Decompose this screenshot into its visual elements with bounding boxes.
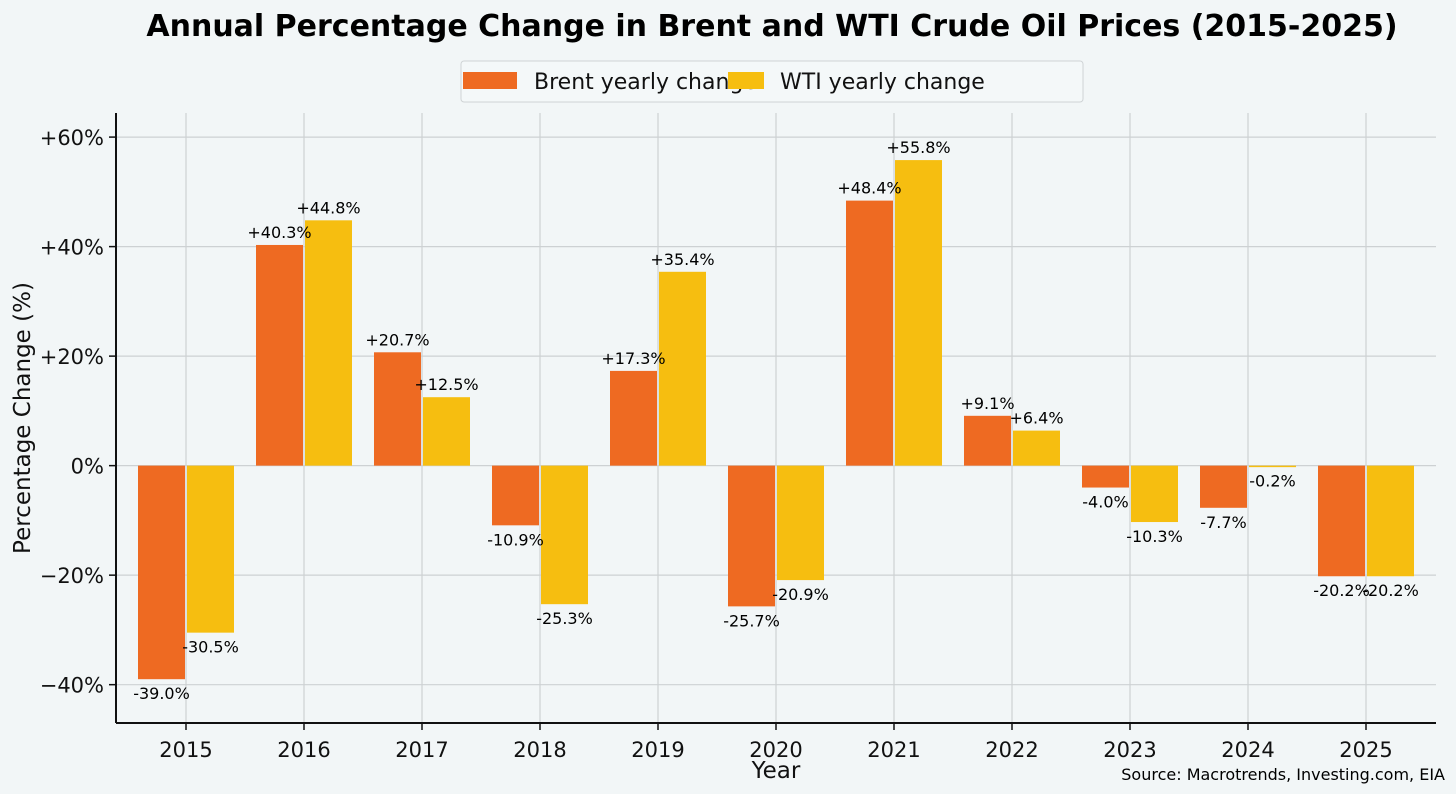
label-brent-2022: +9.1% [960,394,1014,413]
x-tick-label: 2015 [159,738,212,762]
x-tick-label: 2017 [395,738,448,762]
bar-brent-2016 [256,244,303,466]
legend-label-brent: Brent yearly change [534,70,757,95]
bar-brent-2017 [374,352,421,466]
bar-wti-2018 [541,465,588,605]
x-tick-label: 2019 [631,738,684,762]
bar-wti-2017 [423,397,470,466]
bar-brent-2018 [492,465,539,526]
label-wti-2022: +6.4% [1009,409,1063,428]
x-axis-label: Year [751,758,801,784]
bar-wti-2015 [187,465,234,633]
x-tick-label: 2024 [1221,738,1274,762]
label-wti-2018: -25.3% [536,609,593,628]
bar-wti-2022 [1013,430,1060,466]
y-tick-label: +20% [40,345,104,369]
bar-wti-2025 [1367,465,1414,577]
bar-brent-2015 [138,465,185,680]
bar-brent-2025 [1318,465,1365,577]
bar-brent-2023 [1082,465,1129,488]
legend: Brent yearly change WTI yearly change [460,60,1084,103]
label-wti-2021: +55.8% [886,138,950,157]
x-tick-label: 2016 [277,738,330,762]
label-brent-2018: -10.9% [487,530,544,549]
label-wti-2025: -20.2% [1362,581,1419,600]
label-brent-2021: +48.4% [837,179,901,198]
bar-wti-2019 [659,271,706,466]
label-brent-2024: -7.7% [1200,513,1246,532]
x-tick-label: 2021 [867,738,920,762]
y-tick-label: +60% [40,126,104,150]
x-tick-label: 2018 [513,738,566,762]
label-brent-2016: +40.3% [247,223,311,242]
legend-label-wti: WTI yearly change [780,70,985,95]
label-brent-2023: -4.0% [1082,493,1128,512]
bar-brent-2022 [964,415,1011,466]
bar-brent-2020 [728,465,775,607]
axes: −40% −20% 0% +20% +40% +60% 2015 2016 2017 2018 20… [40,113,1436,762]
x-tick-label: 2025 [1339,738,1392,762]
data-labels: -39.0% +40.3% +20.7% -10.9% +17.3% -25.7% +48.… [133,138,1419,703]
bar-wti-2023 [1131,465,1178,523]
y-tick-label: −40% [40,674,104,698]
label-wti-2024: -0.2% [1249,472,1295,491]
bar-wti-2020 [777,465,824,581]
bar-wti-2016 [305,220,352,466]
bar-brent-2024 [1200,465,1247,508]
x-tick-label: 2022 [985,738,1038,762]
x-tick-label: 2020 [749,738,802,762]
label-brent-2025: -20.2% [1313,581,1370,600]
legend-swatch-brent [463,72,517,89]
label-wti-2016: +44.8% [296,198,360,217]
y-axis-label: Percentage Change (%) [10,282,36,554]
label-brent-2019: +17.3% [601,349,665,368]
x-tick-label: 2023 [1103,738,1156,762]
bar-wti-2021 [895,160,942,466]
label-wti-2019: +35.4% [650,250,714,269]
bar-brent-2019 [610,370,657,466]
label-brent-2017: +20.7% [365,330,429,349]
bar-wti-2024 [1249,465,1296,468]
legend-box [460,60,1084,103]
label-brent-2015: -39.0% [133,684,190,703]
label-wti-2017: +12.5% [414,375,478,394]
legend-swatch-wti [728,72,764,89]
y-tick-label: +40% [40,236,104,260]
label-brent-2020: -25.7% [723,611,780,630]
source-note: Source: Macrotrends, Investing.com, EIA [1121,765,1445,784]
y-tick-label: 0% [71,455,104,479]
chart-title: Annual Percentage Change in Brent and WT… [146,9,1397,44]
bars [138,160,1414,680]
bar-brent-2021 [846,200,893,466]
label-wti-2015: -30.5% [182,638,239,657]
y-tick-label: −20% [40,564,104,588]
label-wti-2023: -10.3% [1126,527,1183,546]
label-wti-2020: -20.9% [772,585,829,604]
